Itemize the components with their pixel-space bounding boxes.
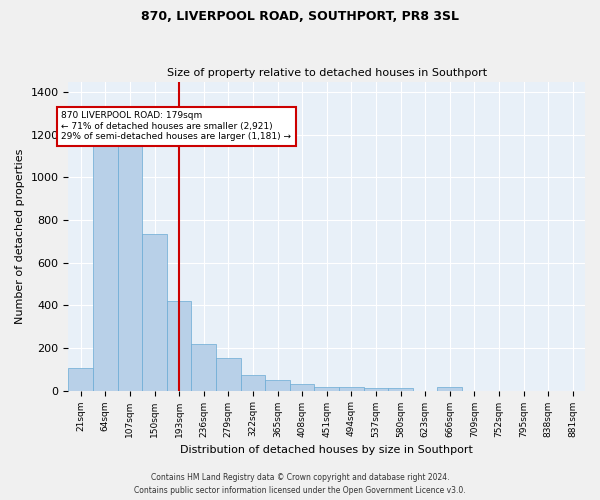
Bar <box>388 388 413 390</box>
Y-axis label: Number of detached properties: Number of detached properties <box>15 148 25 324</box>
Bar <box>118 144 142 390</box>
Text: 870 LIVERPOOL ROAD: 179sqm
← 71% of detached houses are smaller (2,921)
29% of s: 870 LIVERPOOL ROAD: 179sqm ← 71% of deta… <box>61 112 291 141</box>
Text: 870, LIVERPOOL ROAD, SOUTHPORT, PR8 3SL: 870, LIVERPOOL ROAD, SOUTHPORT, PR8 3SL <box>141 10 459 23</box>
Bar <box>339 388 364 390</box>
Bar <box>265 380 290 390</box>
X-axis label: Distribution of detached houses by size in Southport: Distribution of detached houses by size … <box>180 445 473 455</box>
Bar <box>364 388 388 390</box>
Title: Size of property relative to detached houses in Southport: Size of property relative to detached ho… <box>167 68 487 78</box>
Bar <box>437 388 462 390</box>
Bar <box>216 358 241 390</box>
Text: Contains HM Land Registry data © Crown copyright and database right 2024.
Contai: Contains HM Land Registry data © Crown c… <box>134 473 466 495</box>
Bar <box>241 375 265 390</box>
Bar <box>68 368 93 390</box>
Bar <box>93 144 118 390</box>
Bar <box>167 302 191 390</box>
Bar <box>314 386 339 390</box>
Bar <box>191 344 216 391</box>
Bar <box>290 384 314 390</box>
Bar <box>142 234 167 390</box>
